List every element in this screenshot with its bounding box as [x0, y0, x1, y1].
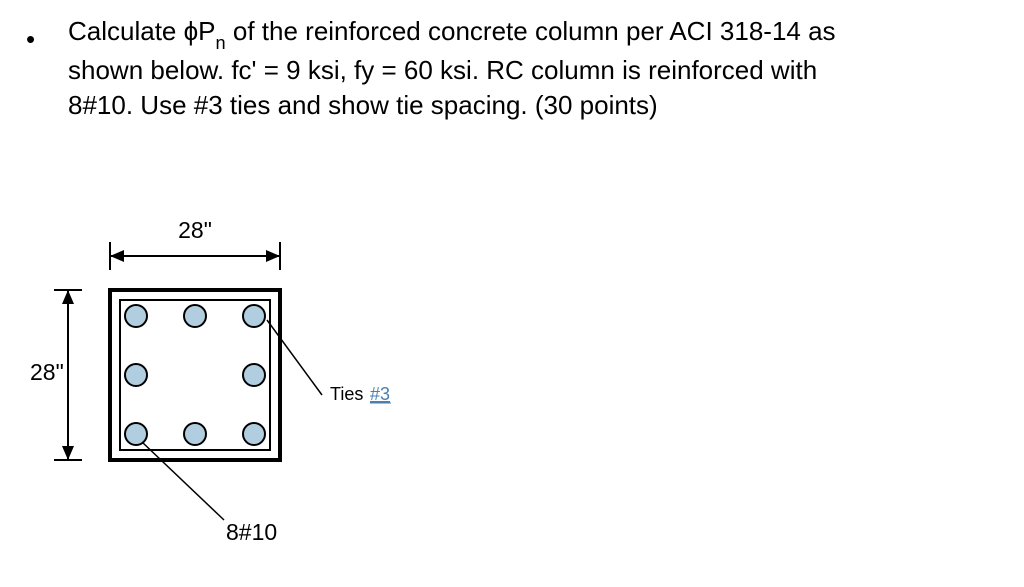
rebar-circle [184, 423, 206, 445]
rebar-circle [243, 305, 265, 327]
line1-post: of the reinforced concrete column per AC… [226, 16, 836, 46]
line1-pre: Calculate ϕP [68, 16, 216, 46]
column-diagram: 28" 28" Ties #3 8#10 [30, 220, 630, 580]
top-dimension: 28" [110, 220, 280, 270]
line1-sub: n [216, 33, 226, 53]
diagram-svg: 28" 28" Ties #3 8#10 [30, 220, 630, 580]
line3: 8#10. Use #3 ties and show tie spacing. … [68, 90, 658, 120]
rebar-circle [125, 423, 147, 445]
left-dimension: 28" [30, 290, 82, 460]
bullet-marker: • [26, 22, 35, 57]
rebar-circle [125, 364, 147, 386]
height-dim-label: 28" [30, 359, 64, 385]
ties-label-prefix: Ties [330, 384, 363, 404]
rebar-circle [243, 364, 265, 386]
width-dim-label: 28" [178, 220, 212, 243]
rebar-circle [125, 305, 147, 327]
problem-statement: • Calculate ϕPn of the reinforced concre… [26, 14, 986, 123]
rebar-leader: 8#10 [142, 442, 277, 545]
rebar-circle [243, 423, 265, 445]
line2: shown below. fc' = 9 ksi, fy = 60 ksi. R… [68, 55, 817, 85]
rebar-count-label: 8#10 [226, 519, 277, 545]
problem-text-body: Calculate ϕPn of the reinforced concrete… [68, 14, 986, 123]
ties-leader: Ties #3 [267, 320, 391, 404]
rebar-circle [184, 305, 206, 327]
rebar-group [125, 305, 265, 445]
ties-label-link: #3 [370, 384, 390, 404]
